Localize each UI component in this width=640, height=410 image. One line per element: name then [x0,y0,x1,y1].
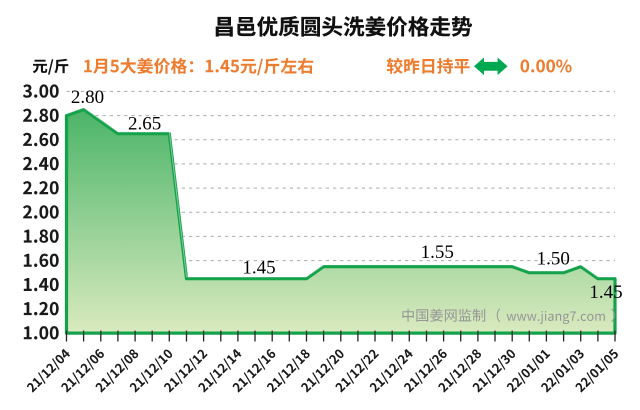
svg-text:1.45: 1.45 [242,257,275,278]
svg-text:2.65: 2.65 [128,114,161,135]
svg-text:1.50: 1.50 [537,249,570,270]
svg-text:2.80: 2.80 [71,87,104,108]
svg-text:1.45: 1.45 [589,282,622,303]
svg-text:1.55: 1.55 [421,242,454,263]
